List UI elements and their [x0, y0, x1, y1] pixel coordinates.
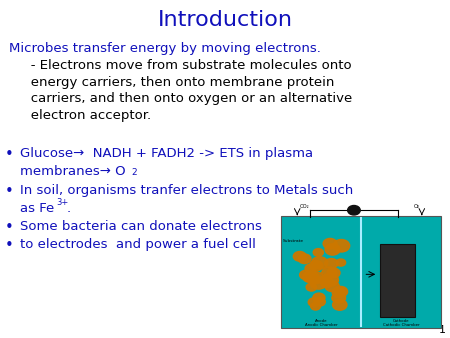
- Circle shape: [333, 299, 347, 310]
- Text: to electrodes  and power a fuel cell: to electrodes and power a fuel cell: [20, 238, 256, 251]
- Circle shape: [323, 238, 337, 249]
- Circle shape: [336, 259, 346, 266]
- Circle shape: [332, 293, 346, 303]
- Text: •: •: [4, 147, 13, 162]
- Circle shape: [325, 281, 339, 292]
- Text: - Electrons move from substrate molecules onto
   energy carriers, then onto mem: - Electrons move from substrate molecule…: [18, 59, 352, 122]
- Text: Some bacteria can donate electrons: Some bacteria can donate electrons: [20, 220, 262, 233]
- Text: O₂: O₂: [414, 203, 419, 209]
- Text: Anode
Anodic Chamber: Anode Anodic Chamber: [305, 319, 338, 327]
- Text: 2: 2: [131, 168, 137, 177]
- Circle shape: [308, 298, 320, 307]
- Circle shape: [321, 273, 338, 286]
- Circle shape: [305, 264, 316, 272]
- Text: .: .: [67, 202, 71, 215]
- Text: membranes→ O: membranes→ O: [20, 165, 126, 177]
- Circle shape: [300, 270, 312, 280]
- Text: Glucose→  NADH + FADH2 -> ETS in plasma: Glucose→ NADH + FADH2 -> ETS in plasma: [20, 147, 313, 160]
- Circle shape: [327, 268, 340, 278]
- Circle shape: [320, 278, 333, 288]
- Circle shape: [313, 248, 324, 256]
- Circle shape: [309, 261, 323, 271]
- Text: •: •: [4, 184, 13, 199]
- Circle shape: [310, 277, 327, 289]
- Circle shape: [314, 297, 325, 306]
- Text: Cathode
Cathodic Chamber: Cathode Cathodic Chamber: [383, 319, 419, 327]
- Circle shape: [293, 251, 306, 261]
- Circle shape: [325, 244, 340, 255]
- Text: Substrate: Substrate: [283, 239, 304, 243]
- Text: Introduction: Introduction: [158, 10, 292, 30]
- Bar: [380, 244, 415, 317]
- Text: •: •: [4, 238, 13, 253]
- Text: as Fe: as Fe: [20, 202, 54, 215]
- Circle shape: [325, 259, 338, 268]
- Text: 1: 1: [438, 324, 446, 335]
- Text: Microbes transfer energy by moving electrons.: Microbes transfer energy by moving elect…: [9, 42, 321, 55]
- Circle shape: [313, 293, 325, 302]
- Circle shape: [332, 288, 345, 298]
- Circle shape: [311, 257, 328, 269]
- Circle shape: [333, 240, 350, 252]
- Circle shape: [306, 283, 317, 291]
- Circle shape: [334, 286, 347, 297]
- Text: •: •: [4, 220, 13, 235]
- Circle shape: [348, 206, 360, 215]
- Text: 3+: 3+: [57, 198, 69, 207]
- Circle shape: [322, 267, 337, 279]
- Circle shape: [303, 273, 315, 282]
- Circle shape: [308, 272, 324, 284]
- Circle shape: [310, 303, 320, 310]
- Bar: [281, 216, 441, 328]
- Circle shape: [298, 254, 311, 264]
- Circle shape: [303, 271, 319, 283]
- Text: CO₂: CO₂: [299, 203, 309, 209]
- Text: In soil, organisms tranfer electrons to Metals such: In soil, organisms tranfer electrons to …: [20, 184, 354, 197]
